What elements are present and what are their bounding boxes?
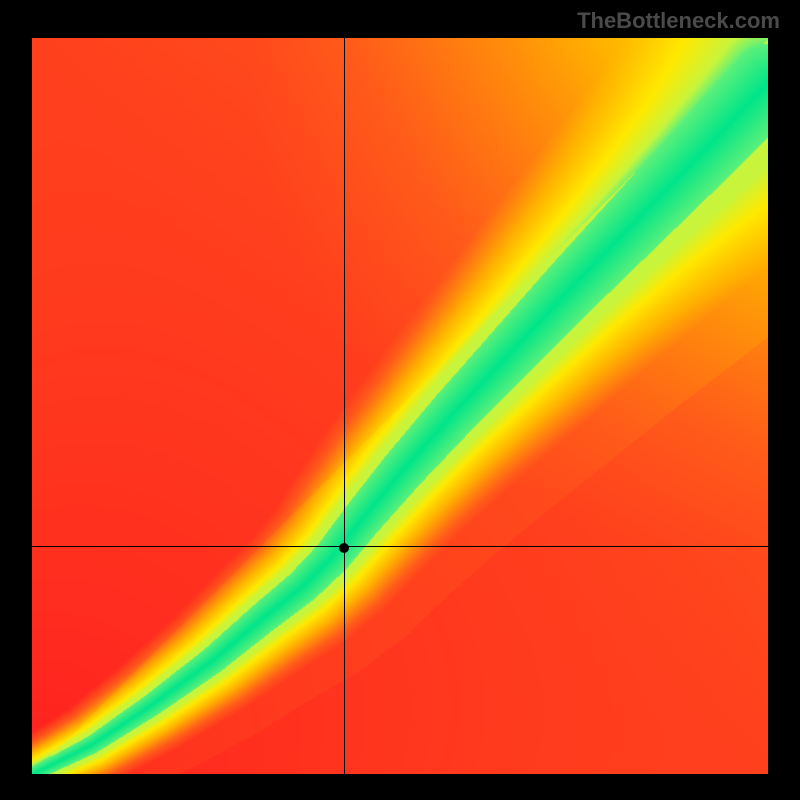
watermark-text: TheBottleneck.com <box>577 8 780 34</box>
heatmap-canvas <box>32 38 768 774</box>
plot-area <box>32 38 768 774</box>
crosshair-vertical <box>344 38 345 774</box>
marker-point <box>339 543 349 553</box>
crosshair-horizontal <box>32 546 768 547</box>
